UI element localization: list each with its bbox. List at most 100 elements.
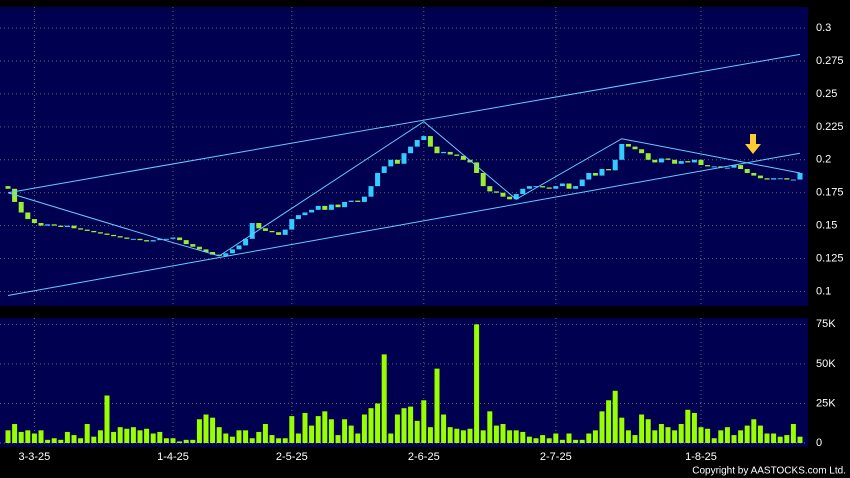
volume-bar [229,436,235,443]
candle [474,162,480,173]
candle [757,175,763,179]
candle [256,223,262,229]
candle [652,159,658,163]
volume-bar [276,438,282,443]
volume-bar [619,417,625,443]
y-tick-label: 50K [816,358,836,370]
volume-bar [295,433,301,443]
candle [309,209,315,213]
volume-bar [388,433,394,443]
candle [394,159,400,164]
candle [421,136,427,141]
candle [355,200,361,202]
volume-bar [150,433,156,443]
volume-bar [718,430,724,443]
candle [698,159,704,166]
candle [45,224,51,226]
candle [599,169,605,176]
y-tick-label: 0 [816,437,822,449]
candle [269,230,275,233]
candle [183,240,189,245]
candle [342,201,348,208]
candle [295,215,301,220]
volume-bar [586,433,592,443]
volume-bar [163,438,169,443]
volume-bar [256,431,262,443]
volume-bar [685,409,691,443]
volume-bar [480,430,486,443]
trend-line [7,120,801,257]
volume-bar [12,424,18,443]
y-tick-label: 0.225 [816,121,844,133]
volume-bar [322,411,328,443]
volume-bar [302,412,308,443]
candle [210,251,216,255]
volume-bar [144,428,150,443]
candle [170,237,176,239]
candle [540,186,546,188]
candle [612,159,618,171]
candle [513,194,519,200]
volume-bar [757,425,763,443]
candle [441,151,447,154]
candle [427,136,433,147]
candle [625,143,631,147]
candle [401,153,407,164]
x-tick-label: 3-3-25 [19,451,51,463]
volume-bar [328,419,334,443]
volume-bar [210,417,216,443]
candle [381,166,387,173]
candle [196,246,202,250]
candle [520,188,526,195]
volume-bar [262,424,268,443]
candle [216,254,222,256]
volume-bar [513,430,519,443]
y-tick-label: 25K [816,397,836,409]
y-tick-label: 0.2 [816,154,831,166]
volume-bar [731,435,737,443]
volume-bar [223,433,229,443]
candle [31,219,37,224]
candle [289,219,295,230]
candle [51,224,57,226]
volume-bar [612,390,618,443]
candle [348,200,354,202]
candle [64,225,70,227]
volume-bar [520,431,526,443]
volume-bar [249,438,255,443]
trend-line [7,152,801,296]
candle [467,159,473,163]
x-tick-label: 1-8-25 [685,451,717,463]
volume-bar [5,430,11,443]
volume-bar [447,427,453,443]
candle [797,172,803,180]
volume-bar [348,425,354,443]
volume-bar [533,438,539,443]
volume-bar [124,428,130,443]
candle [559,183,565,187]
volume-bar [203,414,209,443]
volume-bar [632,435,638,443]
candle [790,179,796,181]
volume-bar [421,400,427,443]
volume-bar [216,427,222,443]
volume-bar [559,439,565,443]
candle [117,236,123,238]
candle [328,204,334,210]
volume-bar [606,400,612,443]
candle [731,165,737,168]
volume-bar [672,430,678,443]
candle [526,186,532,189]
volume-bar [18,431,24,443]
volume-bar [414,420,420,443]
volume-bar [375,403,381,443]
candle [150,240,156,242]
volume-bar [51,438,57,443]
y-tick-label: 0.3 [816,22,831,34]
volume-bar [45,439,51,443]
candle [480,172,486,187]
candle [672,159,678,164]
volume-bar [84,424,90,443]
y-tick-label: 0.15 [816,220,837,232]
volume-bar [639,414,645,443]
